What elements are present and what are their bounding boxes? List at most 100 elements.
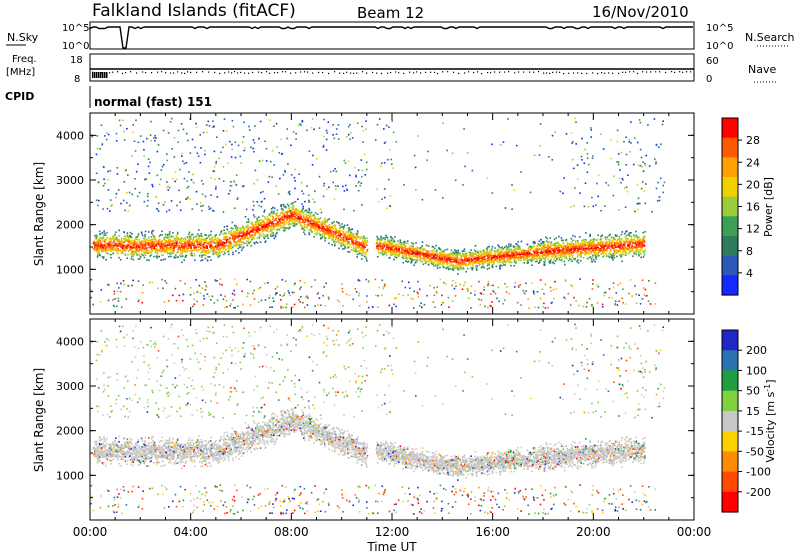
power-cell (267, 216, 269, 218)
power-cell (528, 250, 530, 252)
nave-dot (240, 72, 241, 73)
power-cell (526, 255, 528, 257)
power-cell (514, 261, 516, 263)
power-cell (404, 253, 406, 255)
nave-dot (231, 72, 232, 73)
power-cell (436, 250, 438, 252)
power-cell (439, 267, 441, 269)
power-cell (124, 236, 126, 238)
power-cell (264, 234, 266, 236)
power-cell (348, 247, 350, 249)
power-cell (530, 246, 532, 248)
power-cell (356, 256, 358, 258)
power-cell (243, 246, 245, 248)
power-cell (382, 247, 384, 249)
power-cell (413, 248, 415, 250)
nave-dot (608, 72, 609, 73)
power-cell (333, 236, 335, 238)
power-cell (99, 240, 101, 242)
power-cell (366, 258, 368, 260)
power-cell (498, 252, 500, 254)
nave-dot (269, 73, 270, 74)
power-cell (250, 241, 252, 243)
power-cell (176, 243, 178, 245)
power-cell (358, 236, 360, 238)
power-cell (553, 259, 555, 261)
power-cell (402, 257, 404, 259)
power-cell (560, 253, 562, 255)
power-cell (219, 233, 221, 235)
power-cell (236, 231, 238, 233)
power-cell (183, 238, 185, 240)
power-cell (466, 256, 468, 258)
nave-dots (92, 71, 691, 78)
power-cell (357, 232, 359, 234)
power-cell (125, 239, 127, 241)
power-cell (262, 229, 264, 231)
power-cell (457, 250, 459, 252)
power-cell (187, 237, 189, 239)
power-cell (239, 241, 241, 243)
power-cell (216, 240, 218, 242)
power-cell (417, 247, 419, 249)
power-cell (261, 225, 263, 227)
power-cell (335, 229, 337, 231)
power-cell (310, 215, 312, 217)
power-cell (348, 227, 350, 229)
power-cell (293, 213, 295, 215)
power-cell (170, 248, 172, 250)
power-cell (239, 233, 241, 235)
power-cell (181, 262, 183, 264)
power-cell (435, 245, 437, 247)
nave-dot (112, 72, 113, 73)
power-cell (475, 258, 477, 260)
power-cell (516, 251, 518, 253)
power-cell (141, 233, 143, 235)
power-cell (307, 218, 309, 220)
power-cell (255, 234, 257, 236)
power-cell (420, 247, 422, 249)
power-cell (274, 207, 276, 209)
power-cell (233, 232, 235, 234)
power-cell (145, 231, 147, 233)
power-cell (133, 251, 135, 253)
nave-dot (322, 72, 323, 73)
power-cell (120, 250, 122, 252)
power-cell (562, 240, 564, 242)
nave-dot (285, 71, 286, 72)
power-cell (273, 232, 275, 234)
power-cell (377, 241, 379, 243)
power-cell (417, 258, 419, 260)
power-cell (498, 258, 500, 260)
power-cell (534, 242, 536, 244)
nave-dot (592, 72, 593, 73)
power-cell (272, 207, 274, 209)
power-cell (126, 257, 128, 259)
nave-dot (277, 72, 278, 73)
power-cell (331, 235, 333, 237)
power-cell (155, 248, 157, 250)
nave-dot (339, 73, 340, 74)
power-cell (424, 249, 426, 251)
power-cell (340, 232, 342, 234)
power-cell (479, 250, 481, 252)
power-cell (225, 242, 227, 244)
power-cell (307, 227, 309, 229)
power-cell (514, 250, 516, 252)
power-cell (319, 221, 321, 223)
power-cell (322, 221, 324, 223)
power-cell (385, 235, 387, 237)
power-cell (509, 249, 511, 251)
power-cell (191, 250, 193, 252)
nave-dot (671, 71, 672, 72)
power-cell (562, 249, 564, 251)
power-cell (403, 255, 405, 257)
power-cell (490, 255, 492, 257)
power-cell (501, 265, 503, 267)
power-cell (467, 268, 469, 270)
power-cell (266, 230, 268, 232)
power-cell (97, 256, 99, 258)
power-cell (412, 245, 414, 247)
